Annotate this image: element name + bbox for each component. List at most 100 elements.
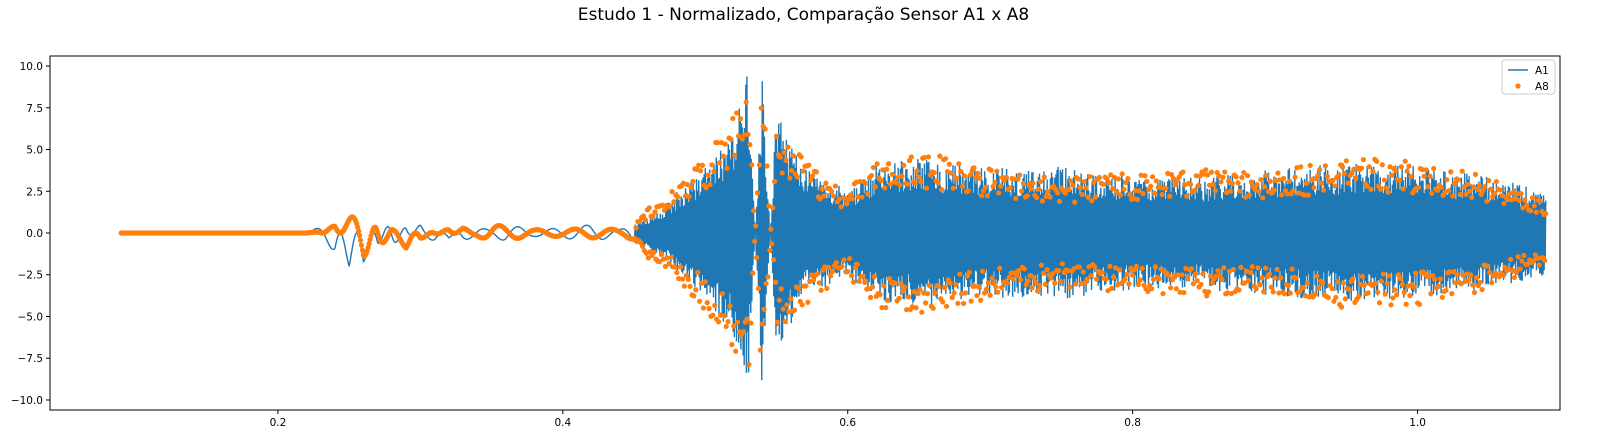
data-point (734, 319, 741, 325)
data-point (1267, 178, 1273, 184)
data-point (1522, 197, 1528, 203)
data-point (1435, 283, 1442, 289)
data-point (679, 276, 686, 282)
data-point (770, 205, 776, 211)
data-point (1188, 266, 1195, 272)
data-point (1497, 187, 1503, 193)
data-point (979, 268, 986, 274)
data-point (1463, 191, 1469, 197)
data-point (874, 161, 880, 167)
data-point (1248, 179, 1254, 185)
chart-title: Estudo 1 - Normalizado, Comparação Senso… (577, 5, 1030, 25)
data-point (737, 116, 744, 122)
data-point (923, 185, 930, 191)
data-point (1111, 274, 1117, 280)
data-point (1106, 180, 1112, 186)
data-point (948, 170, 954, 176)
data-point (1533, 209, 1539, 215)
data-point (762, 126, 768, 132)
data-point (1339, 164, 1346, 170)
data-point (1021, 266, 1027, 272)
data-point (788, 296, 794, 302)
data-point (685, 276, 691, 283)
data-point (1289, 266, 1295, 272)
data-point (953, 282, 959, 288)
data-point (1505, 196, 1511, 203)
data-point (746, 361, 752, 368)
data-point (1137, 277, 1143, 283)
data-point (1200, 271, 1206, 277)
data-point (1407, 293, 1413, 299)
data-point (1345, 180, 1351, 186)
data-point (957, 271, 963, 277)
data-point (1007, 185, 1013, 191)
data-point (917, 287, 923, 293)
data-point (1466, 277, 1472, 284)
data-point (1156, 276, 1162, 282)
data-point (642, 217, 649, 223)
data-point (1520, 205, 1526, 211)
data-point (1109, 285, 1115, 291)
data-point (1036, 186, 1042, 192)
data-point (1123, 179, 1129, 186)
data-point (1386, 273, 1392, 279)
data-point (1151, 190, 1158, 196)
data-point (1380, 271, 1386, 277)
data-point (916, 174, 922, 180)
data-point (828, 188, 835, 195)
data-point (1034, 194, 1040, 201)
data-point (1268, 284, 1274, 290)
data-point (667, 203, 673, 209)
data-point (774, 319, 781, 325)
data-point (1304, 280, 1310, 286)
y-tick-label: 5.0 (26, 145, 43, 157)
data-point (695, 269, 701, 275)
data-point (1089, 198, 1095, 204)
data-point (1159, 191, 1165, 198)
data-point (1257, 282, 1263, 288)
data-point (1031, 275, 1037, 281)
data-point (1056, 198, 1063, 204)
data-point (1473, 275, 1480, 281)
data-point (729, 341, 735, 348)
data-point (1035, 288, 1041, 294)
data-point (845, 268, 851, 275)
data-point (984, 193, 990, 199)
data-point (1393, 167, 1399, 174)
data-point (739, 136, 745, 142)
data-point (810, 173, 816, 179)
data-point (946, 161, 952, 167)
data-point (1425, 184, 1431, 190)
data-point (1415, 184, 1422, 191)
data-point (772, 178, 778, 185)
data-point (821, 193, 827, 199)
data-point (710, 312, 716, 318)
data-point (1080, 269, 1086, 275)
data-point (990, 183, 996, 190)
data-point (975, 170, 981, 176)
data-point (905, 294, 912, 300)
data-point (1262, 184, 1268, 190)
data-point (1235, 180, 1241, 186)
data-point (711, 168, 717, 175)
data-point (936, 283, 942, 289)
data-point (1140, 191, 1146, 197)
data-point (1135, 281, 1141, 288)
data-point (1208, 169, 1215, 175)
data-point (659, 251, 665, 257)
data-point (1136, 188, 1142, 194)
data-point (1333, 294, 1339, 301)
data-point (1383, 185, 1389, 191)
data-point (1112, 265, 1119, 271)
data-point (939, 187, 945, 193)
data-point (1385, 189, 1391, 195)
data-point (925, 154, 932, 160)
data-point (1469, 194, 1475, 200)
data-point (1298, 164, 1304, 170)
data-point (693, 287, 699, 293)
data-point (1020, 181, 1027, 187)
data-point (1448, 169, 1454, 175)
data-point (355, 224, 361, 230)
y-tick-label: 10.0 (20, 61, 43, 73)
data-point (1331, 298, 1337, 304)
